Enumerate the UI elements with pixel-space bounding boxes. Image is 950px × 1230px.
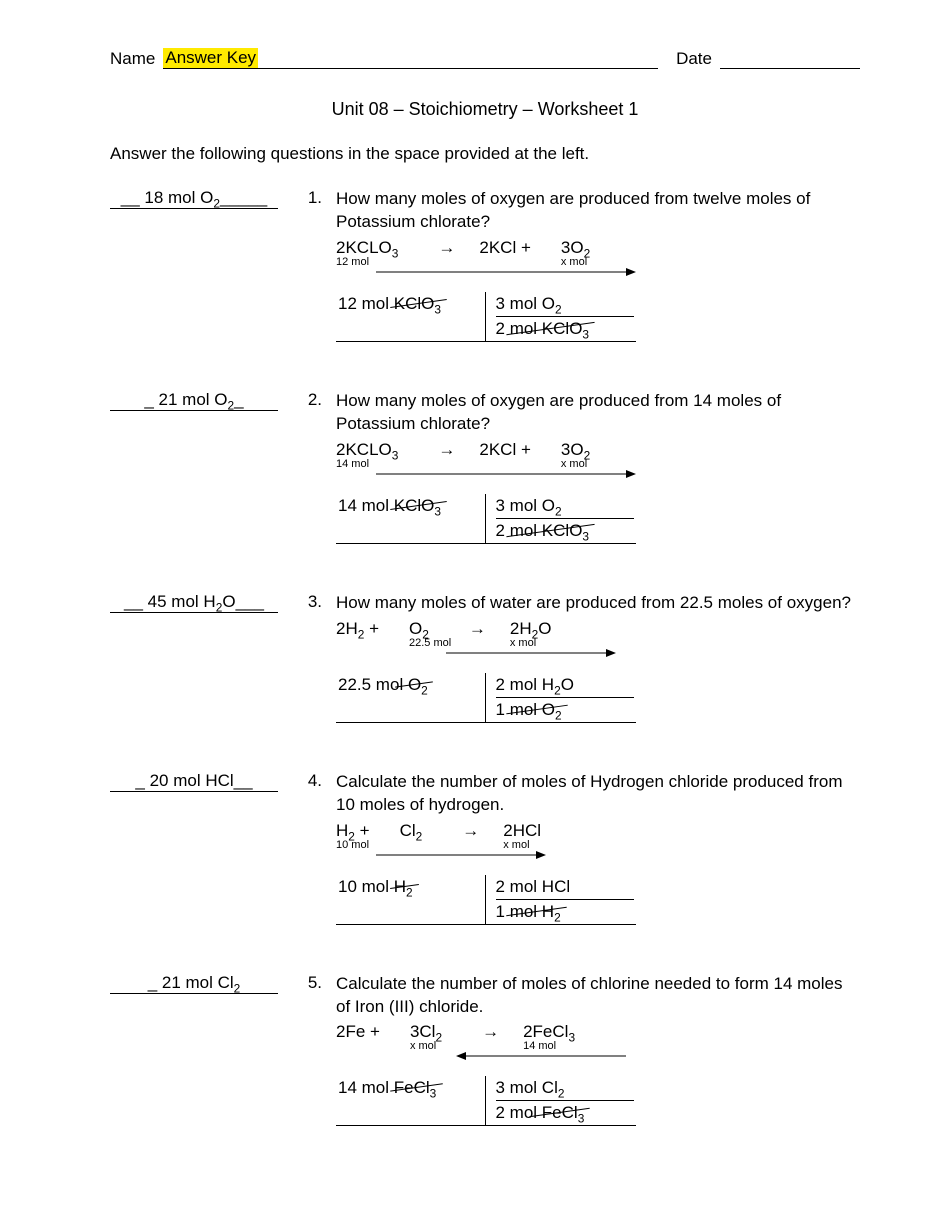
problem-number: 2. xyxy=(278,390,336,410)
question-text: How many moles of water are produced fro… xyxy=(336,592,860,615)
reaction-arrow: → xyxy=(438,238,455,258)
dimensional-analysis-table: 22.5 mol O22 mol H2O1 mol O2 xyxy=(336,673,636,723)
reaction-arrow: → xyxy=(438,440,455,460)
dimensional-analysis-table: 14 mol FeCl33 mol Cl22 mol FeCl3 xyxy=(336,1076,636,1126)
reaction-arrow: → xyxy=(469,619,486,639)
equation-term: H2 +10 mol xyxy=(336,821,370,841)
answer-blank: _ 21 mol O2_ xyxy=(110,390,278,411)
chemical-equation: 2KCLO314 mol → 2KCl + 3O2x mol xyxy=(336,440,860,460)
problem-body: How many moles of water are produced fro… xyxy=(336,592,860,723)
equation-term: 3O2x mol xyxy=(561,440,590,460)
term-annotation: 10 mol xyxy=(336,839,369,851)
problem-number: 5. xyxy=(278,973,336,993)
equation-term: Cl2 xyxy=(400,821,423,841)
equation-term: 2KCl + xyxy=(479,238,531,258)
equation-term: 2KCLO314 mol xyxy=(336,440,398,460)
conversion-arrow xyxy=(376,849,860,861)
answer-blank: _ 20 mol HCl__ xyxy=(110,771,278,792)
term-annotation: x mol xyxy=(410,1040,436,1052)
da-ratio: 2 mol H2O1 mol O2 xyxy=(485,673,637,722)
dimensional-analysis-table: 12 mol KClO33 mol O22 mol KClO3 xyxy=(336,292,636,342)
problem-number: 3. xyxy=(278,592,336,612)
problem-row: __ 18 mol O2_____1.How many moles of oxy… xyxy=(110,188,860,342)
term-annotation: 22.5 mol xyxy=(409,637,451,649)
answer-key-highlight: Answer Key xyxy=(163,48,258,69)
equation-term: O222.5 mol xyxy=(409,619,429,639)
conversion-arrow xyxy=(446,647,860,659)
answer-blank: _ 21 mol Cl2 xyxy=(110,973,278,994)
chemical-equation: 2H2 + O222.5 mol → 2H2Ox mol xyxy=(336,619,860,639)
equation-term: 2H2 + xyxy=(336,619,379,639)
da-ratio: 3 mol O22 mol KClO3 xyxy=(485,494,637,543)
dimensional-analysis-table: 10 mol H22 mol HCl1 mol H2 xyxy=(336,875,636,925)
equation-term: 2H2Ox mol xyxy=(510,619,552,639)
conversion-arrow xyxy=(376,266,860,278)
date-label: Date xyxy=(676,49,712,69)
chemical-equation: 2Fe + 3Cl2x mol → 2FeCl314 mol xyxy=(336,1022,860,1042)
da-given: 10 mol H2 xyxy=(336,875,485,924)
instructions: Answer the following questions in the sp… xyxy=(110,144,860,164)
problem-body: How many moles of oxygen are produced fr… xyxy=(336,390,860,544)
da-given: 22.5 mol O2 xyxy=(336,673,485,722)
name-label: Name xyxy=(110,49,155,69)
da-given: 12 mol KClO3 xyxy=(336,292,485,341)
equation-term: 2HClx mol xyxy=(503,821,541,841)
reaction-arrow: → xyxy=(482,1022,499,1042)
answer-blank: __ 18 mol O2_____ xyxy=(110,188,278,209)
equation-term: 2KCLO312 mol xyxy=(336,238,398,258)
da-ratio: 2 mol HCl1 mol H2 xyxy=(485,875,637,924)
da-given: 14 mol KClO3 xyxy=(336,494,485,543)
equation-term: 2FeCl314 mol xyxy=(523,1022,575,1042)
problem-number: 4. xyxy=(278,771,336,791)
equation-term: 2Fe + xyxy=(336,1022,380,1042)
answer-blank: __ 45 mol H2O___ xyxy=(110,592,278,613)
question-text: Calculate the number of moles of chlorin… xyxy=(336,973,860,1019)
name-blank-line xyxy=(258,48,658,69)
problem-row: _ 20 mol HCl__4.Calculate the number of … xyxy=(110,771,860,925)
da-ratio: 3 mol O22 mol KClO3 xyxy=(485,292,637,341)
term-annotation: 12 mol xyxy=(336,256,369,268)
da-ratio: 3 mol Cl22 mol FeCl3 xyxy=(485,1076,637,1125)
chemical-equation: H2 +10 mol Cl2 → 2HClx mol xyxy=(336,821,860,841)
worksheet-page: Name Answer Key Date Unit 08 – Stoichiom… xyxy=(0,0,950,1230)
problem-number: 1. xyxy=(278,188,336,208)
conversion-arrow xyxy=(376,468,860,480)
equation-term: 2KCl + xyxy=(479,440,531,460)
question-text: How many moles of oxygen are produced fr… xyxy=(336,188,860,234)
problem-row: _ 21 mol Cl25.Calculate the number of mo… xyxy=(110,973,860,1127)
equation-term: 3O2x mol xyxy=(561,238,590,258)
problem-body: Calculate the number of moles of chlorin… xyxy=(336,973,860,1127)
dimensional-analysis-table: 14 mol KClO33 mol O22 mol KClO3 xyxy=(336,494,636,544)
conversion-arrow xyxy=(456,1050,860,1062)
problem-row: _ 21 mol O2_2.How many moles of oxygen a… xyxy=(110,390,860,544)
chemical-equation: 2KCLO312 mol → 2KCl + 3O2x mol xyxy=(336,238,860,258)
problem-row: __ 45 mol H2O___3.How many moles of wate… xyxy=(110,592,860,723)
question-text: How many moles of oxygen are produced fr… xyxy=(336,390,860,436)
date-blank-line xyxy=(720,48,860,69)
reaction-arrow: → xyxy=(462,821,479,841)
problem-body: Calculate the number of moles of Hydroge… xyxy=(336,771,860,925)
equation-term: 3Cl2x mol xyxy=(410,1022,442,1042)
header-row: Name Answer Key Date xyxy=(110,48,860,69)
question-text: Calculate the number of moles of Hydroge… xyxy=(336,771,860,817)
problems-list: __ 18 mol O2_____1.How many moles of oxy… xyxy=(110,188,860,1126)
term-annotation: 14 mol xyxy=(336,458,369,470)
da-given: 14 mol FeCl3 xyxy=(336,1076,485,1125)
worksheet-title: Unit 08 – Stoichiometry – Worksheet 1 xyxy=(110,99,860,120)
problem-body: How many moles of oxygen are produced fr… xyxy=(336,188,860,342)
